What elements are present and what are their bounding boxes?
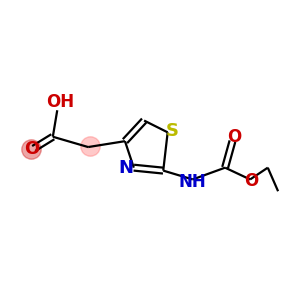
Text: O: O	[24, 140, 39, 158]
Text: S: S	[165, 122, 178, 140]
Text: O: O	[244, 172, 258, 190]
Text: N: N	[118, 159, 133, 177]
Text: O: O	[227, 128, 241, 146]
Text: OH: OH	[46, 93, 74, 111]
Text: NH: NH	[179, 173, 207, 191]
